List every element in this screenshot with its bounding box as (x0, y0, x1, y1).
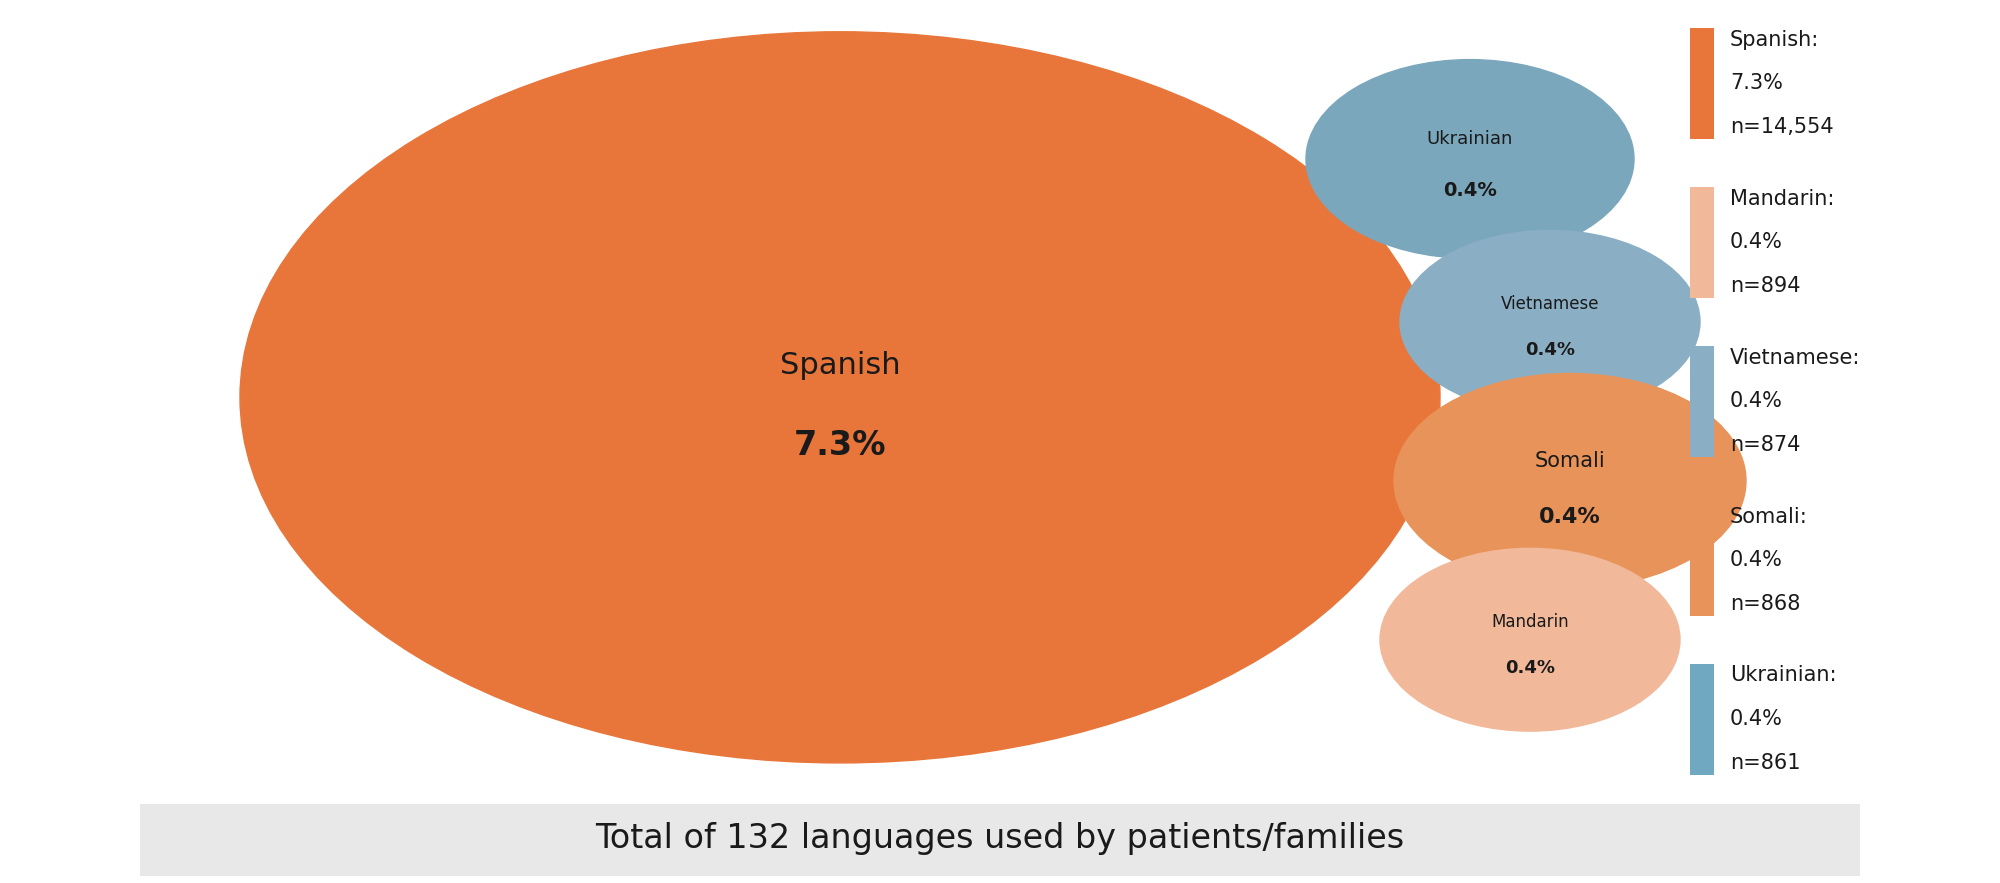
Ellipse shape (1400, 230, 1700, 413)
FancyBboxPatch shape (1690, 346, 1714, 457)
Text: n=861: n=861 (1730, 753, 1800, 773)
FancyBboxPatch shape (140, 804, 1860, 876)
Text: Mandarin:: Mandarin: (1730, 189, 1834, 208)
Text: 7.3%: 7.3% (794, 428, 886, 462)
Ellipse shape (240, 32, 1440, 763)
Text: Vietnamese: Vietnamese (1500, 296, 1600, 313)
Text: Total of 132 languages used by patients/families: Total of 132 languages used by patients/… (596, 822, 1404, 856)
Text: Vietnamese:: Vietnamese: (1730, 348, 1860, 367)
FancyBboxPatch shape (1690, 504, 1714, 616)
Text: n=894: n=894 (1730, 276, 1800, 296)
Text: Somali:: Somali: (1730, 507, 1808, 526)
Text: 0.4%: 0.4% (1730, 709, 1782, 729)
Text: Ukrainian: Ukrainian (1426, 130, 1514, 148)
Text: 0.4%: 0.4% (1730, 232, 1782, 253)
Text: Spanish: Spanish (780, 351, 900, 380)
FancyBboxPatch shape (1690, 664, 1714, 775)
Text: Somali: Somali (1534, 451, 1606, 471)
Text: Ukrainian:: Ukrainian: (1730, 666, 1836, 685)
Ellipse shape (1394, 374, 1746, 588)
Text: Mandarin: Mandarin (1492, 614, 1568, 631)
FancyBboxPatch shape (1690, 186, 1714, 298)
Ellipse shape (1306, 59, 1634, 258)
Text: n=14,554: n=14,554 (1730, 117, 1834, 137)
Text: n=874: n=874 (1730, 435, 1800, 455)
Text: 0.4%: 0.4% (1540, 507, 1600, 526)
Text: 0.4%: 0.4% (1444, 181, 1496, 200)
FancyBboxPatch shape (1690, 27, 1714, 139)
Text: 0.4%: 0.4% (1730, 391, 1782, 411)
Ellipse shape (1380, 548, 1680, 731)
Text: Spanish:: Spanish: (1730, 30, 1820, 49)
Text: n=868: n=868 (1730, 594, 1800, 614)
Text: 7.3%: 7.3% (1730, 73, 1782, 94)
Text: 0.4%: 0.4% (1506, 659, 1556, 676)
Text: 0.4%: 0.4% (1526, 341, 1576, 358)
Text: 0.4%: 0.4% (1730, 550, 1782, 570)
